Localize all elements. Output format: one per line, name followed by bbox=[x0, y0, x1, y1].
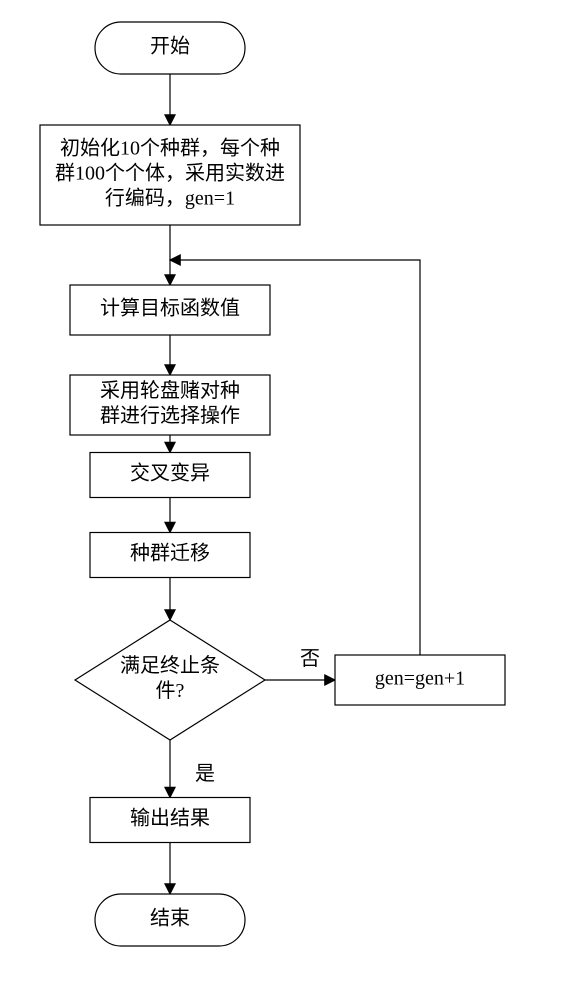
node-crossover-text-0: 交叉变异 bbox=[130, 462, 210, 485]
node-end-text-0: 结束 bbox=[150, 907, 190, 930]
node-init-text-1: 群100个个体，采用实数进 bbox=[55, 162, 285, 185]
nodes-group: 开始初始化10个种群，每个种群100个个体，采用实数进行编码，gen=1 计算目标… bbox=[40, 22, 505, 946]
node-select-text-0: 采用轮盘赌对种 bbox=[100, 379, 240, 402]
node-output: 输出结果 bbox=[90, 798, 250, 843]
node-crossover: 交叉变异 bbox=[90, 453, 250, 498]
edge-label-decision-output: 是 bbox=[195, 763, 215, 785]
node-calc: 计算目标函数值 bbox=[70, 285, 270, 335]
node-init-text-0: 初始化10个种群，每个种 bbox=[60, 137, 280, 160]
node-start: 开始 bbox=[95, 22, 245, 74]
node-select-text-1: 群进行选择操作 bbox=[100, 404, 240, 427]
flowchart-svg: 是 否 开始初始化10个种群，每个种群100个个体，采用实数进行编码，gen=1 计算… bbox=[0, 0, 571, 1000]
node-migrate: 种群迁移 bbox=[90, 533, 250, 578]
node-select: 采用轮盘赌对种群进行选择操作 bbox=[70, 375, 270, 435]
node-decision: 满足终止条件? bbox=[75, 620, 265, 740]
node-output-text-0: 输出结果 bbox=[130, 807, 210, 830]
node-migrate-text-0: 种群迁移 bbox=[130, 542, 210, 565]
node-init: 初始化10个种群，每个种群100个个体，采用实数进行编码，gen=1 bbox=[40, 125, 300, 225]
edge-label-decision-increment: 否 bbox=[300, 648, 320, 670]
node-calc-text-0: 计算目标函数值 bbox=[100, 297, 240, 320]
node-decision-text-1: 件? bbox=[156, 679, 185, 702]
node-init-text-2: 行编码，gen=1 bbox=[105, 187, 235, 210]
node-increment-text-0: gen=gen+1 bbox=[375, 668, 465, 690]
node-increment: gen=gen+1 bbox=[335, 655, 505, 705]
node-start-text-0: 开始 bbox=[150, 35, 190, 58]
node-decision-text-0: 满足终止条 bbox=[120, 654, 220, 677]
node-end: 结束 bbox=[95, 894, 245, 946]
